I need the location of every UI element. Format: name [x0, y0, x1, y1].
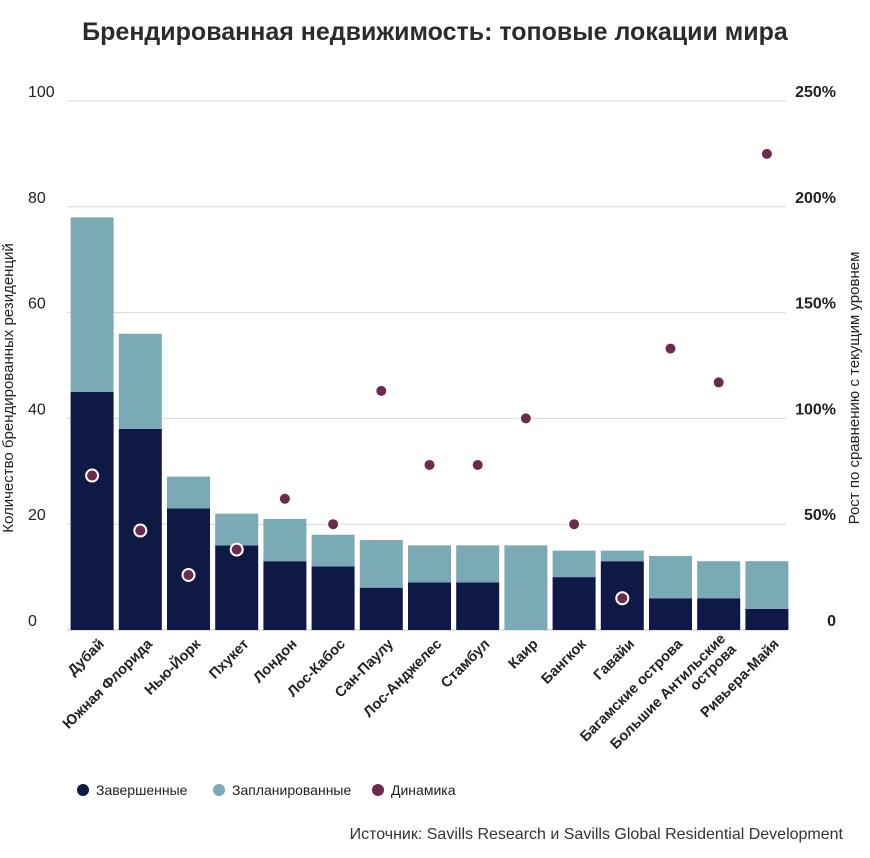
y-axis-label: Количество брендированных резиденций: [0, 243, 17, 533]
legend-marker: [372, 784, 384, 796]
bar-segment: [215, 545, 259, 630]
x-tick-label: Бангкок: [539, 636, 591, 688]
bar-segment: [263, 518, 307, 562]
legend-marker: [213, 784, 225, 796]
x-tick-label: Каир: [506, 636, 542, 672]
dynamics-dot: [326, 517, 341, 532]
y2-tick-label: 50%: [804, 507, 836, 524]
y2-axis-label: Рост по сравнению с текущим уровнем: [846, 252, 863, 525]
bar-segment: [70, 217, 114, 392]
bar-segment: [552, 577, 596, 630]
bar-segment: [118, 333, 162, 429]
bar-segment: [311, 566, 355, 630]
x-tick-label: Пхукет: [206, 636, 252, 682]
legend-item: Завершенные: [77, 782, 188, 798]
chart-title: Брендированная недвижимость: топовые лок…: [82, 18, 789, 46]
y-tick-label: 20: [28, 507, 46, 524]
legend-item: Запланированные: [213, 782, 351, 798]
y2-tick-label: 100%: [795, 401, 836, 418]
y2-tick-label: 250%: [795, 84, 836, 101]
bar-segment: [745, 608, 789, 630]
dynamics-dot: [277, 491, 292, 506]
bar-segment: [456, 545, 500, 583]
y-tick-label: 60: [28, 296, 46, 313]
dynamics-dot: [470, 457, 485, 472]
dynamics-dot: [615, 591, 630, 606]
dynamics-dot: [133, 523, 148, 538]
dynamics-dot: [422, 457, 437, 472]
x-tick-label: Южная Флорида: [60, 636, 157, 733]
legend-label: Запланированные: [232, 782, 351, 798]
y2-tick-label: 200%: [795, 190, 836, 207]
y-tick-label: 0: [28, 613, 37, 630]
bar-segment: [311, 534, 355, 567]
bar-segment: [215, 513, 259, 546]
bar-segment: [408, 582, 451, 630]
bar-segment: [408, 545, 451, 583]
source-note: Источник: Savills Research и Savills Glo…: [350, 826, 844, 843]
bar-segment: [552, 550, 596, 578]
y-axis-left: 0 20 40 60 80 100: [28, 84, 55, 630]
y-tick-label: 100: [28, 84, 55, 101]
dynamics-dot: [663, 341, 678, 356]
y2-tick-label: 0: [827, 613, 836, 630]
dynamics-dot: [181, 567, 196, 582]
bar-segment: [600, 550, 644, 562]
bar-segment: [359, 540, 403, 588]
bar-segment: [167, 476, 210, 509]
y-tick-label: 80: [28, 190, 46, 207]
bars: [70, 217, 789, 630]
y-tick-label: 40: [28, 401, 46, 418]
legend-item: Динамика: [372, 782, 456, 798]
bar-segment: [456, 582, 500, 630]
bar-segment: [263, 561, 307, 630]
dynamics-dots: [85, 146, 774, 606]
dynamics-dot: [518, 411, 533, 426]
bar-segment: [70, 391, 114, 630]
legend: Завершенные Запланированные Динамика: [77, 782, 456, 798]
dynamics-dot: [374, 383, 389, 398]
y2-tick-label: 150%: [795, 296, 836, 313]
bar-segment: [649, 598, 692, 630]
bar-segment: [504, 545, 548, 630]
x-tick-label: Лондон: [251, 636, 301, 686]
bar-segment: [697, 561, 741, 599]
bar-segment: [745, 561, 789, 609]
x-tick-label: Гавайи: [591, 636, 638, 683]
bar-segment: [359, 587, 403, 630]
bar-segment: [697, 598, 741, 630]
legend-label: Завершенные: [96, 782, 188, 798]
dynamics-dot: [711, 375, 726, 390]
dynamics-dot: [229, 542, 244, 557]
y-axis-right: 0 50% 100% 150% 200% 250%: [795, 84, 836, 630]
dynamics-dot: [567, 517, 582, 532]
x-tick-label: Дубай: [65, 636, 108, 679]
legend-label: Динамика: [391, 782, 456, 798]
x-tick-label: Стамбул: [438, 636, 493, 691]
dynamics-dot: [85, 468, 100, 483]
bar-segment: [649, 555, 692, 599]
dynamics-dot: [759, 146, 774, 161]
legend-marker: [77, 784, 89, 796]
